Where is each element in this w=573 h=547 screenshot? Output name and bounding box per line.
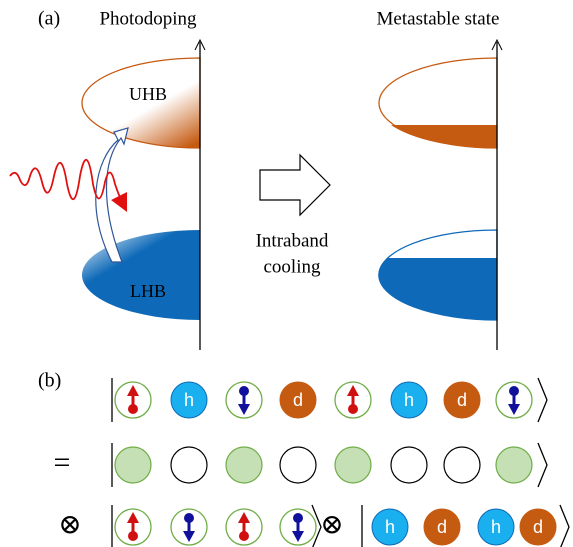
site-label: h bbox=[404, 390, 414, 410]
site-label: h bbox=[184, 390, 194, 410]
site bbox=[444, 447, 480, 483]
site bbox=[391, 447, 427, 483]
ket bbox=[538, 443, 547, 487]
tensor: ⊗ bbox=[58, 509, 81, 540]
site-label: d bbox=[293, 390, 303, 410]
panel-label: (b) bbox=[38, 370, 61, 392]
site bbox=[171, 447, 207, 483]
site bbox=[335, 447, 371, 483]
panel-label: (a) bbox=[38, 8, 60, 30]
site-label: h bbox=[385, 517, 395, 537]
site-label: d bbox=[457, 390, 467, 410]
site bbox=[496, 447, 532, 483]
site bbox=[280, 447, 316, 483]
equals: = bbox=[54, 446, 71, 479]
lhb-label: LHB bbox=[130, 281, 166, 301]
site-label: d bbox=[437, 517, 447, 537]
panel-a: (a) Photodoping Metastable state UHB LHB… bbox=[10, 8, 502, 350]
left-title: Photodoping bbox=[99, 8, 197, 29]
ket bbox=[560, 505, 569, 547]
uhb-filled bbox=[391, 125, 497, 148]
cooling-arrow bbox=[260, 155, 330, 215]
arrow-label: Intraband bbox=[256, 230, 329, 251]
ket bbox=[538, 378, 547, 422]
panel-b: (b) = ⊗ ⊗ h d h d h d h d bbox=[38, 370, 569, 547]
lhb-filled bbox=[378, 258, 497, 320]
arrow-label: cooling bbox=[264, 256, 321, 277]
uhb-label: UHB bbox=[129, 84, 167, 104]
right-title: Metastable state bbox=[377, 8, 500, 29]
lhb-band bbox=[82, 230, 200, 320]
site-label: h bbox=[491, 517, 501, 537]
diagram: (a) Photodoping Metastable state UHB LHB… bbox=[0, 0, 573, 547]
site-label: d bbox=[533, 517, 543, 537]
site bbox=[115, 447, 151, 483]
tensor: ⊗ bbox=[320, 509, 343, 540]
site bbox=[226, 447, 262, 483]
